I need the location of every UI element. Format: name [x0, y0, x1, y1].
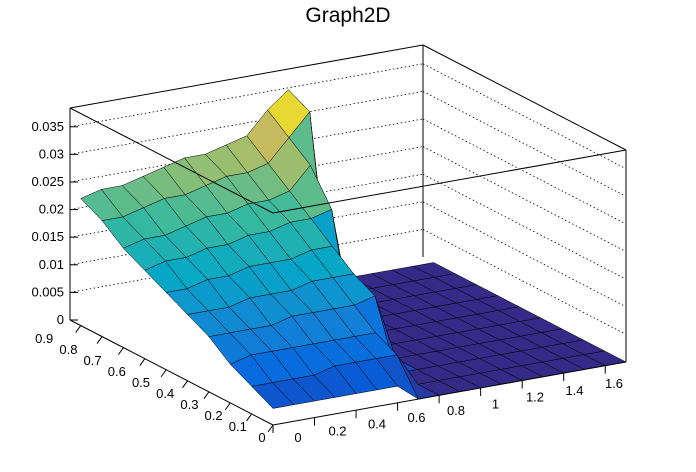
- z-tick-label: 0.035: [31, 119, 64, 134]
- y-tick: [75, 325, 82, 333]
- x-tick-label: 0.8: [447, 403, 465, 418]
- x-tick-label: 0: [294, 430, 301, 445]
- box-edge-top-front-left: [69, 107, 274, 214]
- y-tick-label: 0: [258, 430, 265, 445]
- y-tick: [118, 347, 124, 355]
- z-tick-label: 0.025: [31, 174, 64, 189]
- y-tick-label: 0.8: [59, 342, 77, 357]
- y-tick: [203, 391, 210, 400]
- y-tick: [96, 336, 103, 344]
- box-edge-top-back-right: [422, 44, 627, 151]
- surface-cell: [251, 382, 295, 409]
- y-tick-label: 0.6: [108, 364, 126, 379]
- y-tick: [160, 369, 167, 378]
- y-tick: [267, 424, 274, 433]
- x-tick-label: 0.2: [328, 423, 346, 438]
- z-gridline: [69, 63, 424, 128]
- x-tick-label: 1: [492, 396, 499, 411]
- box-edge-top-back-left: [69, 44, 424, 109]
- y-tick-label: 0.3: [180, 397, 198, 412]
- y-tick-label: 0.1: [229, 419, 247, 434]
- y-tick-label: 0.5: [132, 375, 150, 390]
- x-tick-label: 1.2: [526, 390, 544, 405]
- y-tick-label: 0.7: [84, 353, 102, 368]
- z-gridline: [422, 173, 627, 280]
- x-tick-label: 0.6: [407, 410, 425, 425]
- y-tick: [224, 402, 231, 411]
- y-tick: [246, 413, 253, 422]
- y-tick-label: 0.9: [35, 331, 53, 346]
- y-tick: [139, 358, 146, 366]
- x-tick-label: 1.6: [605, 376, 623, 391]
- chart-title: Graph2D: [305, 4, 391, 27]
- y-tick-label: 0.2: [205, 408, 223, 423]
- z-gridline: [422, 146, 627, 252]
- z-tick-label: 0.03: [39, 146, 64, 161]
- y-tick: [182, 380, 188, 389]
- z-gridline: [422, 63, 627, 170]
- x-tick-label: 1.4: [565, 383, 583, 398]
- z-tick-label: 0.015: [31, 229, 64, 244]
- z-tick-label: 0.01: [39, 257, 64, 272]
- y-axis-line: [69, 319, 274, 426]
- z-tick-label: 0.02: [39, 202, 64, 217]
- z-tick-label: 0: [57, 312, 64, 327]
- box-edge-top-front-right: [272, 149, 627, 214]
- x-tick-label: 0.4: [368, 417, 386, 432]
- y-tick-label: 0.4: [156, 386, 174, 401]
- x-axis-line: [272, 361, 627, 426]
- z-tick-label: 0.005: [31, 284, 64, 299]
